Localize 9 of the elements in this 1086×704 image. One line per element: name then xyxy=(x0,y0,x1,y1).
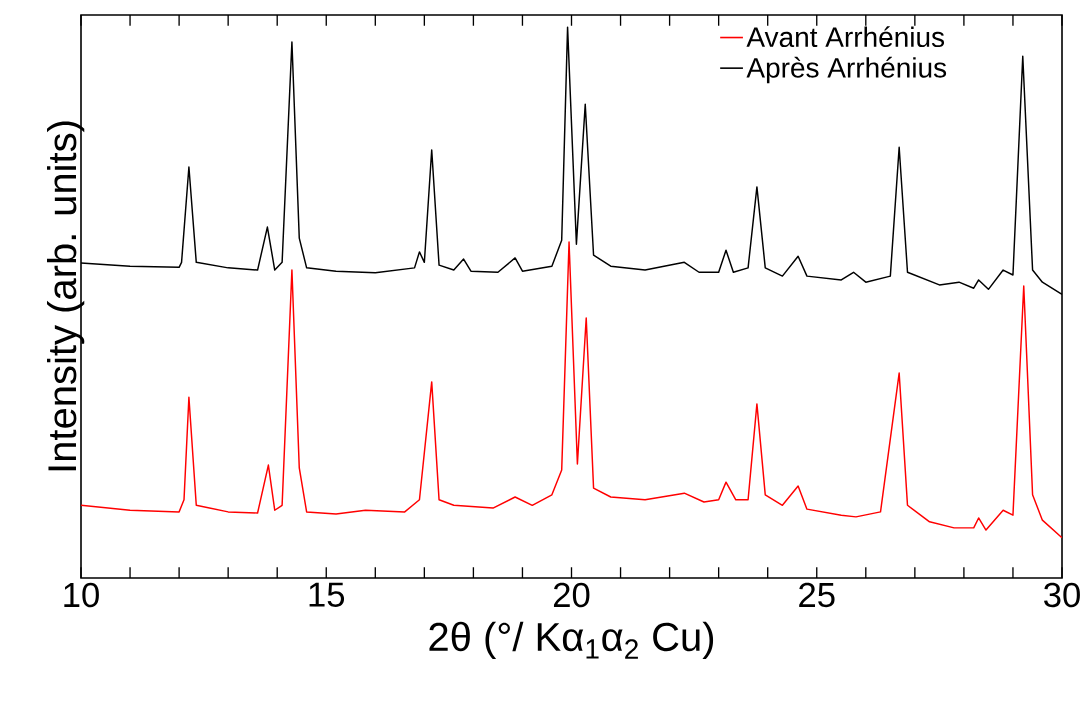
x-tick-label: 30 xyxy=(1044,582,1080,608)
y-axis-title: Intensity (arb. units) xyxy=(47,121,85,471)
legend-label: Après Arrhénius xyxy=(746,56,947,84)
x-tick-label: 10 xyxy=(64,582,99,608)
x-tick-label: 20 xyxy=(553,582,590,608)
x-axis-title: 2θ (°/ Kα$_{1}$α$_{2}$ Cu) xyxy=(429,621,714,660)
legend-label: Avant Arrhénius xyxy=(746,26,945,48)
x-tick-label: 15 xyxy=(309,582,345,607)
x-tick-label: 25 xyxy=(799,582,835,608)
